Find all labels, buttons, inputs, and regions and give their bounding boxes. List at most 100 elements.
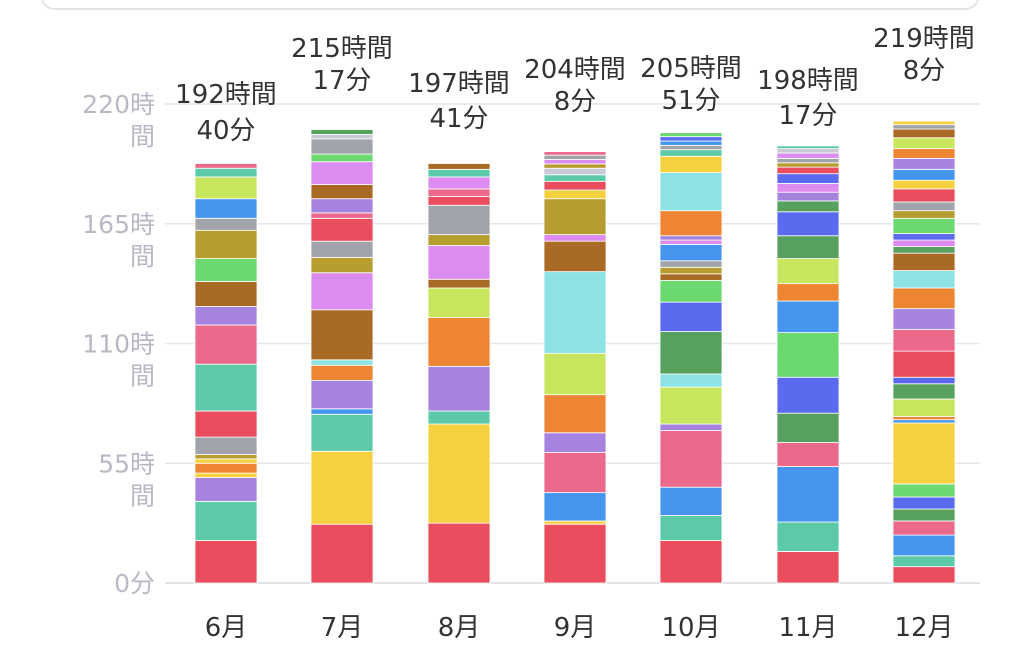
bar-segment[interactable] xyxy=(543,198,607,236)
bar-segment[interactable] xyxy=(776,332,840,378)
bar-segment[interactable] xyxy=(659,172,723,212)
bar-segment[interactable] xyxy=(892,120,956,126)
bar-segment[interactable] xyxy=(310,198,374,214)
bar-segment[interactable] xyxy=(892,520,956,536)
bar-segment[interactable] xyxy=(659,144,723,151)
bar-segment[interactable] xyxy=(543,352,607,396)
bar-segment[interactable] xyxy=(659,540,723,584)
bar-segment[interactable] xyxy=(194,167,258,178)
bar-segment[interactable] xyxy=(659,266,723,275)
bar-segment[interactable] xyxy=(892,124,956,130)
bar-segment[interactable] xyxy=(310,413,374,452)
bar-9月[interactable] xyxy=(543,151,607,584)
bar-segment[interactable] xyxy=(776,173,840,184)
bar-segment[interactable] xyxy=(776,200,840,213)
bar-segment[interactable] xyxy=(194,258,258,282)
bar-segment[interactable] xyxy=(776,412,840,443)
bar-segment[interactable] xyxy=(776,145,840,150)
bar-segment[interactable] xyxy=(543,234,607,242)
bar-segment[interactable] xyxy=(892,383,956,400)
bar-segment[interactable] xyxy=(310,450,374,525)
bar-segment[interactable] xyxy=(659,515,723,541)
bar-segment[interactable] xyxy=(659,244,723,262)
bar-segment[interactable] xyxy=(427,163,491,170)
bar-segment[interactable] xyxy=(892,308,956,330)
bar-segment[interactable] xyxy=(194,410,258,438)
bar-segment[interactable] xyxy=(310,272,374,311)
bar-segment[interactable] xyxy=(892,233,956,241)
bar-segment[interactable] xyxy=(310,217,374,242)
bar-segment[interactable] xyxy=(310,257,374,274)
bar-segment[interactable] xyxy=(659,239,723,245)
bar-segment[interactable] xyxy=(427,410,491,425)
bar-segment[interactable] xyxy=(310,153,374,163)
bar-segment[interactable] xyxy=(310,212,374,219)
bar-segment[interactable] xyxy=(427,522,491,584)
bar-segment[interactable] xyxy=(892,496,956,510)
bar-segment[interactable] xyxy=(427,204,491,236)
bar-segment[interactable] xyxy=(659,235,723,241)
bar-segment[interactable] xyxy=(543,151,607,156)
bar-segment[interactable] xyxy=(543,159,607,165)
bar-segment[interactable] xyxy=(659,149,723,157)
bar-segment[interactable] xyxy=(194,500,258,541)
bar-segment[interactable] xyxy=(659,210,723,237)
bar-segment[interactable] xyxy=(543,167,607,176)
bar-segment[interactable] xyxy=(659,155,723,173)
bar-segment[interactable] xyxy=(776,191,840,202)
bar-segment[interactable] xyxy=(543,163,607,169)
bar-segment[interactable] xyxy=(892,239,956,248)
bar-segment[interactable] xyxy=(892,566,956,584)
bar-segment[interactable] xyxy=(427,365,491,412)
bar-segment[interactable] xyxy=(776,258,840,285)
bar-segment[interactable] xyxy=(194,458,258,464)
bar-segment[interactable] xyxy=(310,138,374,155)
bar-segment[interactable] xyxy=(659,423,723,431)
bar-segment[interactable] xyxy=(659,331,723,375)
bar-segment[interactable] xyxy=(892,148,956,159)
bar-segment[interactable] xyxy=(427,196,491,206)
bar-segment[interactable] xyxy=(892,287,956,310)
bar-segment[interactable] xyxy=(659,279,723,303)
bar-segment[interactable] xyxy=(892,508,956,522)
bar-segment[interactable] xyxy=(194,229,258,259)
bar-segment[interactable] xyxy=(776,551,840,584)
bar-segment[interactable] xyxy=(659,260,723,268)
bar-segment[interactable] xyxy=(543,240,607,273)
bar-segment[interactable] xyxy=(892,422,956,485)
bar-segment[interactable] xyxy=(543,180,607,191)
bar-segment[interactable] xyxy=(194,324,258,365)
bar-segment[interactable] xyxy=(543,451,607,494)
bar-segment[interactable] xyxy=(892,398,956,417)
bar-segment[interactable] xyxy=(892,328,956,352)
bar-segment[interactable] xyxy=(892,158,956,170)
bar-segment[interactable] xyxy=(310,359,374,366)
bar-segment[interactable] xyxy=(776,166,840,175)
bar-segment[interactable] xyxy=(892,483,956,498)
bar-segment[interactable] xyxy=(892,419,956,424)
bar-segment[interactable] xyxy=(543,394,607,434)
bar-segment[interactable] xyxy=(194,163,258,169)
bar-segment[interactable] xyxy=(194,198,258,219)
bar-segment[interactable] xyxy=(892,137,956,150)
bar-segment[interactable] xyxy=(427,245,491,280)
bar-segment[interactable] xyxy=(659,136,723,142)
bar-segment[interactable] xyxy=(892,252,956,271)
bar-segment[interactable] xyxy=(427,188,491,197)
bar-segment[interactable] xyxy=(892,246,956,254)
bar-segment[interactable] xyxy=(427,423,491,524)
bar-segment[interactable] xyxy=(659,140,723,146)
bar-segment[interactable] xyxy=(194,217,258,231)
bar-segment[interactable] xyxy=(776,148,840,154)
bar-segment[interactable] xyxy=(543,154,607,160)
bar-segment[interactable] xyxy=(776,235,840,259)
bar-segment[interactable] xyxy=(194,281,258,307)
bar-segment[interactable] xyxy=(310,380,374,410)
bar-8月[interactable] xyxy=(427,163,491,584)
bar-segment[interactable] xyxy=(659,301,723,332)
bar-segment[interactable] xyxy=(310,523,374,584)
bar-segment[interactable] xyxy=(892,217,956,234)
bar-segment[interactable] xyxy=(194,540,258,584)
bar-segment[interactable] xyxy=(543,174,607,182)
bar-segment[interactable] xyxy=(543,520,607,525)
